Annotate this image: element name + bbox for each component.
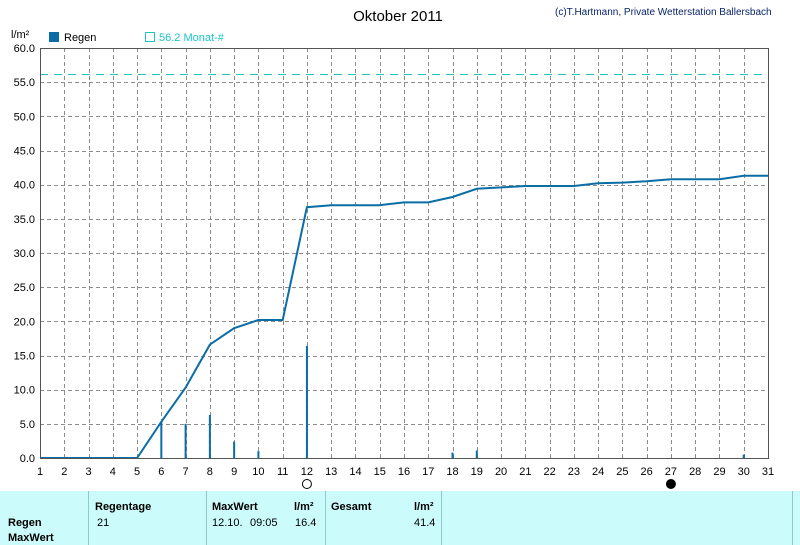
legend-swatch-monat — [145, 32, 155, 42]
x-tick-label: 13 — [325, 466, 337, 478]
y-axis-ticks: 0.0 5.0 10.0 15.0 20.0 25.0 30.0 35.0 40.0 45.0 50… — [14, 43, 35, 465]
rain-bar-day-30 — [742, 454, 745, 458]
y-tick-label: 50.0 — [14, 111, 35, 123]
line-layer — [40, 174, 768, 459]
row-label-maxwert: MaxWert — [8, 532, 54, 544]
x-tick-label: 7 — [183, 466, 189, 478]
rain-bar-day-12 — [305, 345, 308, 458]
header-gesamt-unit: l/m² — [414, 501, 434, 513]
header-maxwert-unit: l/m² — [294, 501, 314, 513]
x-tick-label: 19 — [471, 466, 483, 478]
maxwert-value: 16.4 — [295, 517, 317, 529]
y-tick-label: 40.0 — [14, 180, 35, 192]
rain-bar-day-8 — [208, 414, 211, 458]
y-tick-label: 55.0 — [14, 77, 35, 89]
y-tick-label: 0.0 — [20, 453, 35, 465]
x-tick-label: 16 — [398, 466, 410, 478]
y-tick-label: 20.0 — [14, 316, 35, 328]
gesamt-value: 41.4 — [414, 517, 436, 529]
x-tick-label: 21 — [519, 466, 531, 478]
y-tick-label: 25.0 — [14, 282, 35, 294]
y-tick-label: 10.0 — [14, 385, 35, 397]
day-markers — [301, 479, 676, 489]
x-tick-label: 5 — [134, 466, 140, 478]
table-divider — [325, 491, 326, 545]
y-tick-label: 30.0 — [14, 248, 35, 260]
x-tick-label: 1 — [37, 466, 43, 478]
bar-layer — [160, 345, 745, 458]
x-tick-label: 10 — [252, 466, 264, 478]
y-tick-label: 35.0 — [14, 214, 35, 226]
x-tick-label: 28 — [689, 466, 701, 478]
x-axis-ticks: 1 2 3 4 5 6 7 8 9 10 11 12 13 14 15 16 17 18 19 20 21 22 23 24 2… — [37, 466, 774, 478]
x-tick-label: 12 — [301, 466, 313, 478]
rain-bar-day-18 — [451, 452, 454, 458]
y-tick-label: 15.0 — [14, 351, 35, 363]
filled-circle-marker — [665, 479, 676, 489]
x-tick-label: 15 — [374, 466, 386, 478]
x-tick-label: 2 — [61, 466, 67, 478]
x-tick-label: 6 — [158, 466, 164, 478]
x-tick-label: 24 — [592, 466, 604, 478]
x-tick-label: 11 — [277, 466, 288, 478]
y-unit-label: l/m² — [11, 29, 30, 41]
y-tick-label: 5.0 — [20, 419, 35, 431]
x-tick-label: 22 — [543, 466, 555, 478]
rain-bar-day-9 — [233, 441, 236, 458]
header-maxwert: MaxWert — [212, 501, 258, 513]
x-tick-label: 29 — [713, 466, 725, 478]
header-regentage: Regentage — [95, 501, 152, 513]
table-divider — [206, 491, 207, 545]
summary-table: Regen MaxWert Regentage 21 MaxWert l/m² … — [0, 491, 800, 545]
grid — [40, 48, 769, 459]
x-tick-label: 25 — [616, 466, 628, 478]
copyright-text: (c)T.Hartmann, Private Wetterstation Bal… — [555, 7, 772, 18]
x-tick-label: 4 — [110, 466, 116, 478]
y-tick-label: 60.0 — [14, 43, 35, 55]
x-tick-label: 18 — [446, 466, 458, 478]
x-tick-label: 8 — [207, 466, 213, 478]
x-tick-label: 26 — [641, 466, 653, 478]
legend-label-monat: 56.2 Monat-# — [159, 32, 225, 44]
table-divider — [441, 491, 442, 545]
x-tick-label: 3 — [85, 466, 91, 478]
rain-bar-day-10 — [257, 451, 260, 458]
maxwert-time: 09:05 — [250, 517, 278, 529]
value-regentage: 21 — [97, 517, 110, 529]
rain-bar-day-6 — [160, 421, 163, 458]
x-tick-label: 20 — [495, 466, 507, 478]
maxwert-date: 12.10. — [212, 517, 243, 529]
x-tick-label: 27 — [665, 466, 677, 478]
header-gesamt: Gesamt — [331, 501, 372, 513]
legend-label-regen: Regen — [64, 32, 96, 44]
x-tick-label: 31 — [762, 466, 774, 478]
table-divider — [792, 491, 793, 545]
plot-frame — [40, 48, 769, 459]
x-tick-label: 30 — [738, 466, 750, 478]
x-tick-label: 9 — [231, 466, 237, 478]
y-tick-label: 45.0 — [14, 146, 35, 158]
cumulative-rain-line — [40, 174, 768, 459]
rain-bar-day-19 — [475, 450, 478, 458]
rain-bar-day-7 — [184, 423, 187, 458]
chart-title: Oktober 2011 — [353, 8, 443, 25]
x-tick-label: 17 — [422, 466, 434, 478]
legend-swatch-regen — [49, 32, 59, 42]
x-tick-label: 14 — [349, 466, 361, 478]
open-circle-marker — [301, 479, 312, 489]
table-divider — [88, 491, 89, 545]
rain-chart: Oktober 2011 (c)T.Hartmann, Private Wett… — [11, 7, 774, 489]
x-tick-label: 23 — [568, 466, 580, 478]
row-label-regen: Regen — [8, 517, 42, 529]
